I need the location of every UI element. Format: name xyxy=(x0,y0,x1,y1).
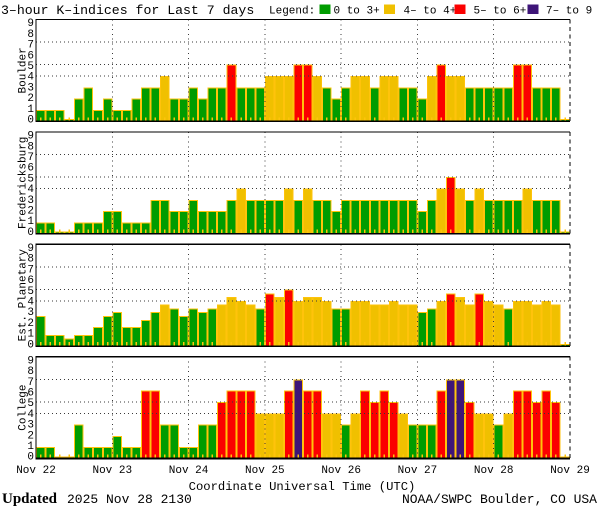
svg-text:Nov 25: Nov 25 xyxy=(245,465,285,477)
svg-text:Nov 27: Nov 27 xyxy=(398,465,438,477)
svg-text:9: 9 xyxy=(27,18,34,30)
svg-text:Legend:: Legend: xyxy=(269,6,315,18)
svg-text:8: 8 xyxy=(27,141,34,153)
svg-text:6: 6 xyxy=(27,388,34,400)
svg-text:5– to 6+: 5– to 6+ xyxy=(474,6,527,18)
svg-text:8: 8 xyxy=(27,366,34,378)
svg-text:1: 1 xyxy=(27,441,34,453)
svg-text:Coordinate Universal Time (UTC: Coordinate Universal Time (UTC) xyxy=(189,480,416,494)
svg-text:5: 5 xyxy=(27,173,34,185)
svg-text:0: 0 xyxy=(27,452,34,464)
svg-text:1: 1 xyxy=(27,104,34,116)
svg-text:3–hour K–indices for Last 7 da: 3–hour K–indices for Last 7 days xyxy=(1,3,254,18)
svg-text:2: 2 xyxy=(27,318,34,330)
svg-text:3: 3 xyxy=(27,420,34,432)
svg-text:4: 4 xyxy=(27,72,34,84)
svg-text:7: 7 xyxy=(27,264,34,276)
svg-text:Updated: Updated xyxy=(2,491,58,507)
svg-text:0: 0 xyxy=(27,115,34,127)
svg-text:9: 9 xyxy=(27,355,34,367)
svg-text:3: 3 xyxy=(27,82,34,94)
svg-text:1: 1 xyxy=(27,216,34,228)
svg-text:4: 4 xyxy=(27,297,34,309)
svg-text:6: 6 xyxy=(27,163,34,175)
svg-text:9: 9 xyxy=(27,243,34,255)
svg-text:0 to 3+: 0 to 3+ xyxy=(334,6,380,18)
svg-text:Boulder: Boulder xyxy=(18,47,30,93)
svg-text:5: 5 xyxy=(27,286,34,298)
svg-text:5: 5 xyxy=(27,398,34,410)
svg-text:2025 Nov 28 2130: 2025 Nov 28 2130 xyxy=(67,492,192,507)
svg-text:Nov 22: Nov 22 xyxy=(16,465,56,477)
svg-text:4: 4 xyxy=(27,184,34,196)
svg-text:7: 7 xyxy=(27,152,34,164)
svg-text:Nov 28: Nov 28 xyxy=(474,465,514,477)
svg-text:2: 2 xyxy=(27,93,34,105)
svg-text:NOAA/SWPC Boulder, CO USA: NOAA/SWPC Boulder, CO USA xyxy=(402,492,597,507)
svg-text:Nov 23: Nov 23 xyxy=(92,465,132,477)
svg-text:6: 6 xyxy=(27,50,34,62)
svg-text:2: 2 xyxy=(27,430,34,442)
svg-text:0: 0 xyxy=(27,227,34,239)
svg-text:1: 1 xyxy=(27,329,34,341)
svg-text:Nov 24: Nov 24 xyxy=(169,465,209,477)
svg-text:8: 8 xyxy=(27,254,34,266)
svg-text:Est. Planetary: Est. Planetary xyxy=(18,249,30,342)
svg-text:7: 7 xyxy=(27,40,34,52)
svg-text:Nov 26: Nov 26 xyxy=(321,465,361,477)
svg-text:7– to 9: 7– to 9 xyxy=(546,6,592,18)
svg-text:4– to 4+: 4– to 4+ xyxy=(404,6,457,18)
svg-text:8: 8 xyxy=(27,29,34,41)
svg-text:6: 6 xyxy=(27,275,34,287)
svg-text:3: 3 xyxy=(27,307,34,319)
svg-text:9: 9 xyxy=(27,131,34,143)
svg-text:0: 0 xyxy=(27,339,34,351)
svg-text:3: 3 xyxy=(27,195,34,207)
svg-text:5: 5 xyxy=(27,61,34,73)
svg-text:7: 7 xyxy=(27,377,34,389)
svg-text:2: 2 xyxy=(27,206,34,218)
svg-text:College: College xyxy=(18,384,30,430)
svg-text:Fredericksburg: Fredericksburg xyxy=(18,137,30,229)
svg-text:Nov 29: Nov 29 xyxy=(550,465,590,477)
svg-text:4: 4 xyxy=(27,409,34,421)
